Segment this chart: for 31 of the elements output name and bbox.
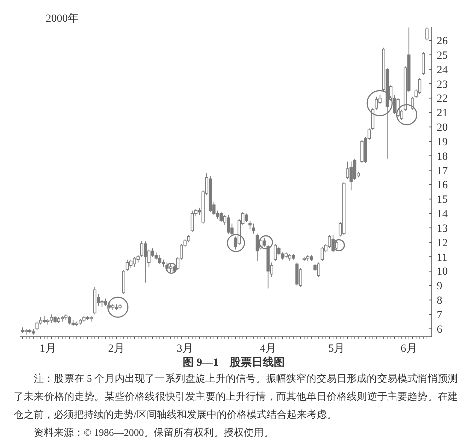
x-tick-label: 3月 xyxy=(177,343,194,355)
x-tick-label: 4月 xyxy=(260,343,277,355)
y-tick-label: 15 xyxy=(437,194,448,206)
y-tick-label: 13 xyxy=(437,222,448,235)
y-tick-label: 8 xyxy=(437,295,443,308)
chart-subtitle: 2000年 xyxy=(46,13,79,25)
x-tick-label: 2月 xyxy=(108,343,125,355)
text: 注：股票在 5 个月内出现了一系列盘旋上升的信号。振幅狭窄的交易日形成的交易模式悄悄预测了未来价格的走势。某些价格线很快引发主要的上升行情，而其他单日价格线则逆于主要趋势。在建仓之前，必须把持续的走势/区间轴线和发展中的价格模式结合起来考虑。 xyxy=(14,372,458,423)
y-tick-label: 23 xyxy=(437,78,448,91)
y-tick-label: 10 xyxy=(437,266,448,278)
y-tick-label: 6 xyxy=(437,324,443,336)
y-tick-label: 16 xyxy=(437,180,448,192)
y-tick-label: 7 xyxy=(437,309,443,322)
y-tick-label: 14 xyxy=(437,208,448,221)
y-tick-label: 18 xyxy=(437,150,448,163)
y-tick-label: 9 xyxy=(437,280,443,293)
y-tick-label: 22 xyxy=(437,93,448,106)
text: 图 9—1 股票日线图 xyxy=(183,356,285,369)
y-tick-label: 25 xyxy=(437,50,448,62)
x-tick-label: 1月 xyxy=(40,343,56,355)
text: 资料来源：© 1986—2000。保留所有权利。授权使用。 xyxy=(33,426,276,441)
y-tick-label: 26 xyxy=(437,36,448,48)
y-tick-label: 21 xyxy=(437,108,448,120)
y-tick-label: 19 xyxy=(437,136,448,148)
x-tick-label: 5月 xyxy=(328,343,346,355)
y-tick-label: 12 xyxy=(437,237,448,250)
y-tick-label: 11 xyxy=(437,252,448,264)
y-tick-label: 17 xyxy=(437,165,448,178)
y-tick-label: 20 xyxy=(437,122,448,134)
y-tick-label: 24 xyxy=(437,64,448,76)
x-tick-label: 6月 xyxy=(400,343,418,355)
